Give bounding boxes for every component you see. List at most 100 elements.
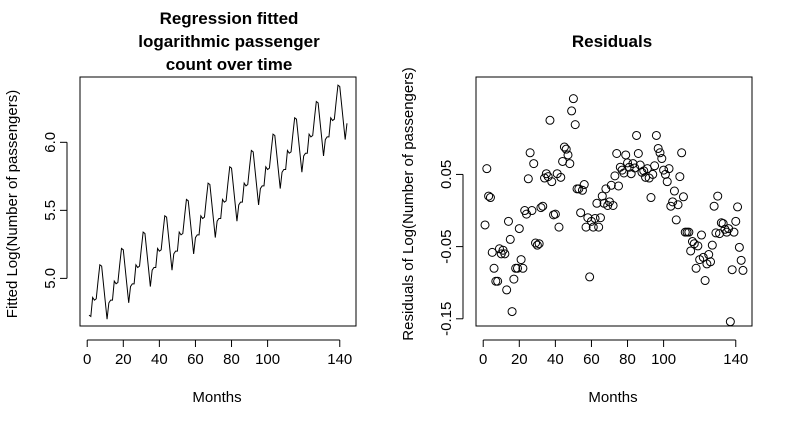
residual-point bbox=[696, 230, 706, 240]
residual-point bbox=[523, 174, 533, 184]
fitted-title-line-1: Regression fitted bbox=[160, 9, 299, 28]
residual-point bbox=[482, 164, 492, 174]
residual-point bbox=[669, 186, 679, 196]
residual-point bbox=[585, 272, 595, 282]
residual-point bbox=[621, 150, 631, 160]
residual-point bbox=[500, 249, 510, 259]
residual-point bbox=[691, 263, 701, 273]
residual-point bbox=[668, 197, 678, 207]
residual-point bbox=[505, 234, 515, 244]
residual-point bbox=[630, 163, 640, 173]
residual-point bbox=[693, 241, 703, 251]
fitted-x-tick-label: 80 bbox=[223, 351, 240, 368]
residuals-x-tick-label: 0 bbox=[479, 351, 487, 368]
residual-point bbox=[561, 144, 571, 154]
residual-point bbox=[632, 130, 642, 140]
residual-point bbox=[547, 177, 557, 187]
residual-point bbox=[563, 150, 573, 160]
residual-point bbox=[738, 265, 748, 275]
fitted-title-line-3: count over time bbox=[166, 55, 293, 74]
residual-point bbox=[686, 246, 696, 256]
residual-point bbox=[727, 265, 737, 275]
residuals-x-tick-label: 60 bbox=[583, 351, 600, 368]
residual-point bbox=[556, 172, 566, 182]
residual-point bbox=[610, 171, 620, 181]
fitted-x-axis-label: Months bbox=[192, 389, 241, 406]
residual-point bbox=[650, 161, 660, 171]
fitted-x-tick-label: 40 bbox=[151, 351, 168, 368]
fitted-y-tick-label: 5.0 bbox=[42, 268, 59, 289]
residual-point bbox=[577, 185, 587, 195]
residual-point bbox=[545, 115, 555, 125]
residual-point bbox=[615, 162, 625, 172]
residual-point bbox=[653, 143, 663, 153]
residual-point bbox=[651, 130, 661, 140]
residual-point bbox=[619, 168, 629, 178]
residual-point bbox=[606, 180, 616, 190]
residual-point bbox=[673, 200, 683, 210]
residual-point bbox=[678, 192, 688, 202]
residual-point bbox=[711, 228, 721, 238]
fitted-y-tick-label: 6.0 bbox=[42, 132, 59, 153]
residual-point bbox=[709, 201, 719, 211]
residual-point bbox=[516, 255, 526, 265]
residual-point bbox=[509, 274, 519, 284]
residual-point bbox=[684, 227, 694, 237]
residual-point bbox=[514, 224, 524, 234]
residuals-x-tick-label: 100 bbox=[651, 351, 676, 368]
fitted-y-axis-label: Fitted Log(Number of passengers) bbox=[4, 90, 21, 318]
residual-point bbox=[567, 106, 577, 116]
residual-point bbox=[502, 285, 512, 295]
residuals-x-tick-label: 20 bbox=[511, 351, 528, 368]
residual-point bbox=[503, 216, 513, 226]
residual-point bbox=[675, 172, 685, 182]
residuals-x-tick-label: 140 bbox=[723, 351, 748, 368]
residual-point bbox=[572, 184, 582, 194]
residuals-y-axis-label: Residuals of Log(Number of passengers) bbox=[400, 67, 417, 340]
fitted-title-line-2: logarithmic passenger bbox=[138, 32, 320, 51]
residual-point bbox=[594, 222, 604, 232]
residual-point bbox=[736, 255, 746, 265]
residual-point bbox=[666, 201, 676, 211]
residual-point bbox=[677, 148, 687, 158]
residual-point bbox=[682, 227, 692, 237]
residual-point bbox=[657, 154, 667, 164]
residual-point bbox=[484, 191, 494, 201]
residual-point bbox=[700, 276, 710, 286]
residual-point bbox=[538, 201, 548, 211]
residual-point bbox=[541, 169, 551, 179]
fitted-axis-ticks: 0 20 40 60 80 100 140 5.0 5.5 6.0 bbox=[42, 132, 352, 368]
residual-point bbox=[590, 213, 600, 223]
residual-point bbox=[707, 240, 717, 250]
residual-point bbox=[733, 202, 743, 212]
residual-point bbox=[532, 240, 542, 250]
residual-point bbox=[706, 257, 716, 267]
fitted-y-tick-label: 5.5 bbox=[42, 200, 59, 221]
residual-point bbox=[725, 317, 735, 327]
residual-point bbox=[489, 263, 499, 273]
residual-point bbox=[525, 148, 535, 158]
residual-point bbox=[734, 242, 744, 252]
residual-point bbox=[662, 177, 672, 187]
residual-point bbox=[527, 206, 537, 216]
residual-point bbox=[664, 164, 674, 174]
residual-point bbox=[559, 142, 569, 152]
residual-point bbox=[529, 159, 539, 169]
residual-point bbox=[614, 181, 624, 191]
residual-point bbox=[608, 200, 618, 210]
residuals-y-tick-label: 0.05 bbox=[438, 160, 455, 189]
residuals-y-tick-label: -0.05 bbox=[438, 230, 455, 264]
residual-point bbox=[485, 193, 495, 203]
fitted-panel: Regression fitted logarithmic passenger … bbox=[4, 9, 357, 406]
fitted-x-tick-label: 0 bbox=[83, 351, 91, 368]
residual-point bbox=[720, 224, 730, 234]
residual-point bbox=[550, 209, 560, 219]
residual-point bbox=[568, 94, 578, 104]
residual-point bbox=[536, 203, 546, 213]
residual-point bbox=[612, 149, 622, 158]
residuals-y-tick-label: -0.15 bbox=[438, 302, 455, 336]
residual-point bbox=[493, 276, 503, 286]
residuals-x-tick-label: 80 bbox=[619, 351, 636, 368]
residual-point bbox=[487, 247, 497, 257]
